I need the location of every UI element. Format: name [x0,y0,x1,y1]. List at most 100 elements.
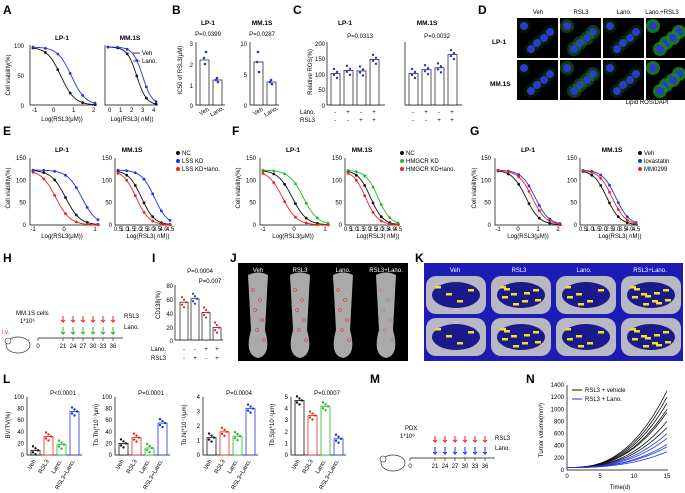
femur-render [248,272,268,358]
xtick: 1 [323,227,327,233]
l-ytick: 20 [17,441,24,447]
panel-d-caption: Lipid ROS/DAPI [625,100,668,106]
ytick: 0 [488,223,492,229]
f-lp1-kd-curve [262,169,329,224]
lesion-marker [347,338,351,342]
panel-j-col: Lano. [335,268,350,274]
panel-c-ytick: 50 [318,88,325,94]
g-mm-veh-point [625,221,629,225]
l-bar [157,422,168,456]
xtick: 4.5 [166,227,175,233]
e-mm-kdl-point [151,219,155,223]
e-mm-nc-point [125,173,129,177]
f-mm-kdl-point [379,219,383,223]
dapi-nucleus [563,22,571,30]
f-mm-kdl-point [346,171,350,175]
panel-b-ylabel: IC50 of RSL3(μM) [178,46,184,94]
panel-n-legend: RSL3 + Lano. [585,397,622,403]
e-lp1-kdl-point [53,194,57,197]
ytick: 150 [332,156,343,162]
g-mm-mm-point [590,171,594,174]
panel-k-letter: K [415,251,424,265]
ros-point [348,73,352,77]
dapi-nucleus [540,76,548,84]
ros-point [449,48,453,52]
f-lp1-kd-point [283,172,287,176]
legend-mm-dot [638,167,642,171]
lano-arrow-icon [462,447,468,456]
panel-f-xlabel1: Log(RSL3(μM)) [272,234,313,240]
panel-c-ytick: 100 [315,73,326,79]
l-point [295,401,299,404]
l-bar [333,438,344,456]
l-point [246,403,250,406]
trabecula [665,299,671,302]
ros-point [371,53,375,57]
a-lp1-lano-point [44,46,47,50]
panel-n-lines [566,390,668,468]
l-pvalue: P<0.0001 [50,391,77,397]
trabecula [652,300,658,303]
panel-b-ytick: 3 [190,42,194,48]
l-point [44,431,48,434]
trabecula [511,293,517,296]
g-lp1-mm-point [506,170,510,174]
g-lp1-mm-curve [497,169,561,225]
l-point [34,447,37,450]
trabecula [435,286,441,289]
panel-f-sub2: MM.1S [352,147,373,154]
cd138-point [213,329,217,332]
f-lp1-kd-point [294,182,297,186]
dapi-nucleus [613,45,621,53]
panel-g-legend: lovastatin [644,159,669,165]
ros-point [410,73,414,77]
panel-g-xlabel2: Log(RSL3( nM)) [598,234,641,240]
panel-f-sub1: LP-1 [286,147,300,154]
l-point [148,444,151,448]
dapi-nucleus [527,45,535,53]
panel-a-xtick: 1 [72,108,76,114]
cd138-bar [201,312,211,341]
a-lp1-lano-point [68,72,72,75]
l-ytick: 1 [285,441,289,447]
panel-j-bones [248,272,396,358]
trabecula [598,331,604,334]
l-ytick: 60 [105,418,112,424]
ytick: 50 [105,201,112,207]
cd138-point [206,311,210,314]
femur-render [376,272,396,358]
xtick: 0.5 [114,227,123,233]
g-mm-mm-point [581,169,585,173]
ytick: 100 [332,178,343,184]
f-mm-kd-point [346,169,350,172]
panel-f-legend: NC [406,151,415,157]
ytick: 50 [570,201,577,207]
g-lp1-veh-point [527,202,531,206]
panel-i-signs: - - + + - + - + [183,347,219,362]
panel-m-timeline: 0 21 24 27 30 33 36 [408,436,495,470]
sign-lano: + [450,110,454,116]
g-lp1-veh-point [506,172,510,176]
xtick: 1.5 [356,227,365,233]
panel-h-drug2: Lano. [124,325,139,331]
xtick: 4.5 [632,227,641,233]
panel-m-dose: 1*10⁶ [400,433,415,440]
trabecula [567,296,573,299]
trabecula [511,335,517,338]
cd138-point [193,302,197,305]
dapi-nucleus [520,22,528,30]
trabecula [446,335,452,338]
cd138-point [182,306,186,309]
ytick: 0 [109,223,113,229]
panel-a-axes-2 [104,45,158,106]
a-lp1-veh-point [81,101,84,104]
l-category: Veh [203,459,213,471]
rsl3-arrow-icon [100,316,106,324]
dapi-nucleus [656,87,664,95]
xtick: 0.5 [579,227,588,233]
f-mm-kd-point [354,170,358,174]
ros-bar [369,58,380,106]
panel-n-legend: RSL3 + vehicle [585,388,626,394]
e-lp1-nc-point [64,196,67,199]
l-ytick: 3 [197,410,201,416]
